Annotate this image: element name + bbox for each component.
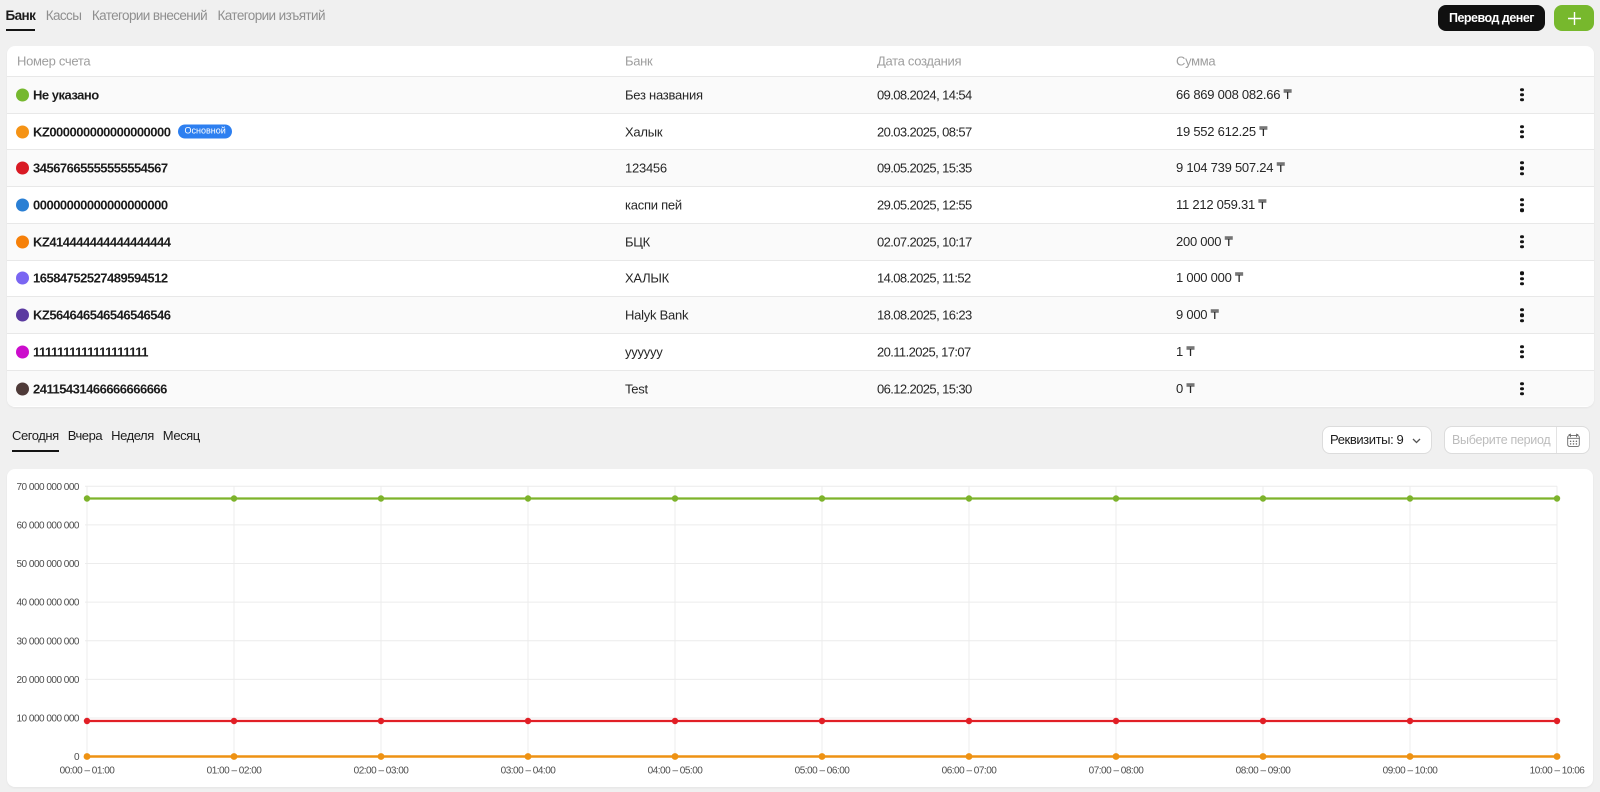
svg-text:60 000 000 000: 60 000 000 000 (16, 521, 79, 532)
svg-text:07:00 – 08:00: 07:00 – 08:00 (1089, 766, 1145, 777)
svg-text:40 000 000 000: 40 000 000 000 (16, 598, 79, 609)
svg-text:20 000 000 000: 20 000 000 000 (16, 675, 79, 686)
svg-text:06:00 – 07:00: 06:00 – 07:00 (942, 766, 998, 777)
svg-text:03:00 – 04:00: 03:00 – 04:00 (501, 766, 557, 777)
svg-text:08:00 – 09:00: 08:00 – 09:00 (1236, 766, 1292, 777)
svg-text:01:00 – 02:00: 01:00 – 02:00 (207, 766, 263, 777)
svg-text:00:00 – 01:00: 00:00 – 01:00 (60, 766, 116, 777)
svg-text:50 000 000 000: 50 000 000 000 (16, 559, 79, 570)
svg-text:70 000 000 000: 70 000 000 000 (16, 482, 79, 493)
svg-text:02:00 – 03:00: 02:00 – 03:00 (354, 766, 410, 777)
svg-text:04:00 – 05:00: 04:00 – 05:00 (648, 766, 704, 777)
svg-text:09:00 – 10:00: 09:00 – 10:00 (1383, 766, 1439, 777)
svg-text:0: 0 (74, 752, 80, 763)
svg-text:10 000 000 000: 10 000 000 000 (16, 714, 79, 725)
svg-text:05:00 – 06:00: 05:00 – 06:00 (795, 766, 851, 777)
svg-text:30 000 000 000: 30 000 000 000 (16, 636, 79, 647)
svg-text:10:00 – 10:06: 10:00 – 10:06 (1530, 766, 1586, 777)
